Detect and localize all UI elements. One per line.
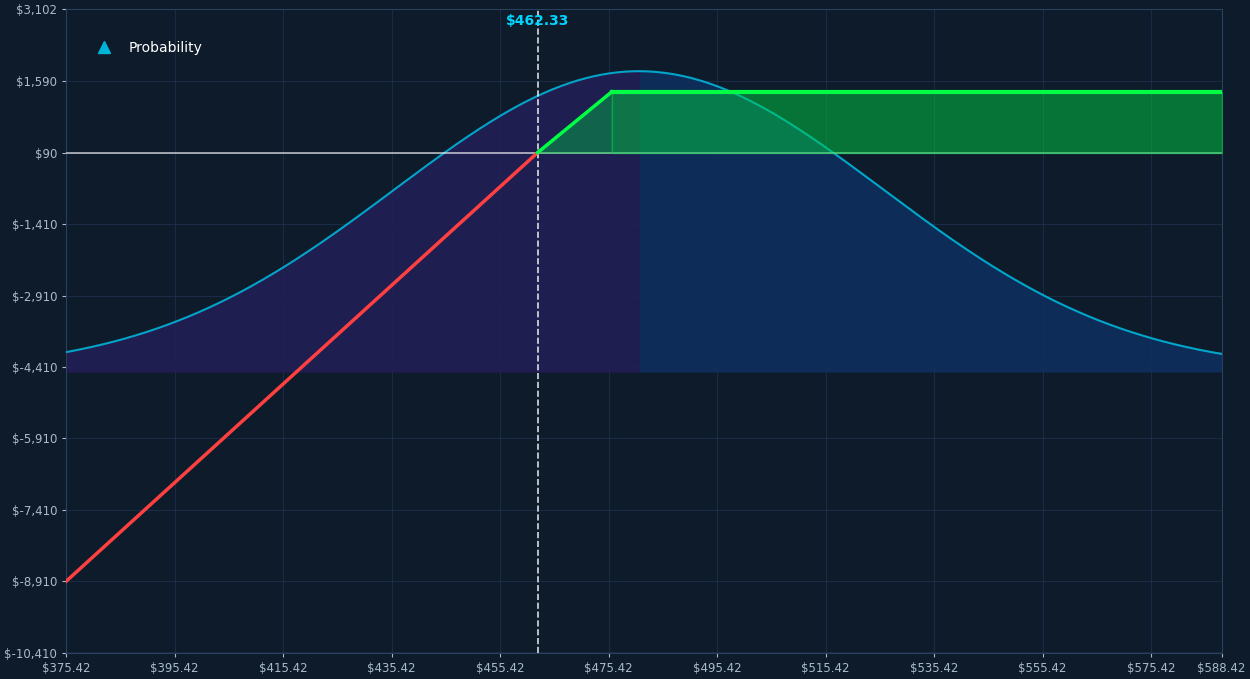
Text: $462.33: $462.33 [506, 14, 569, 28]
Legend: Probability: Probability [85, 35, 209, 60]
